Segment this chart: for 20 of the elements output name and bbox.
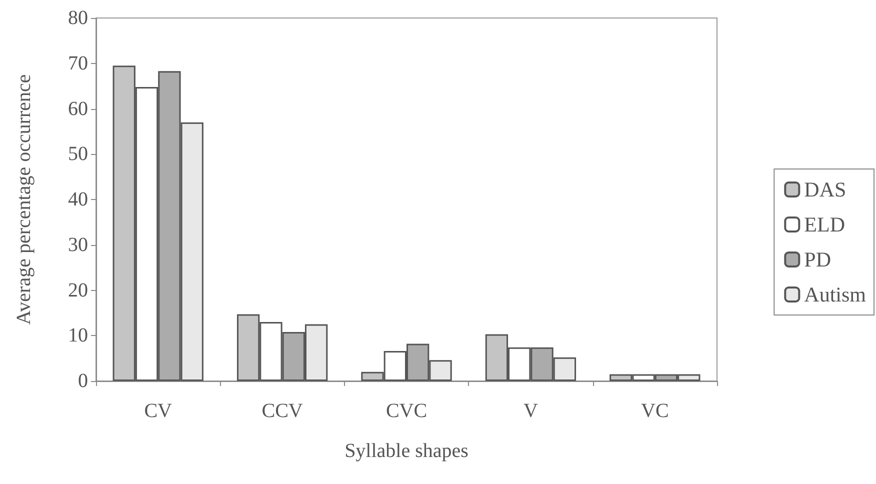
x-tick-label: V <box>523 400 538 422</box>
x-tick-label: VC <box>641 400 669 422</box>
x-tick-label: CCV <box>262 400 304 422</box>
y-tick-label: 30 <box>68 234 88 256</box>
y-axis-title: Average percentage occurrence <box>13 74 35 325</box>
legend-label: Autism <box>804 282 866 306</box>
y-tick-label: 40 <box>68 188 88 210</box>
y-tick-label: 70 <box>68 52 88 74</box>
y-tick-label: 10 <box>68 324 88 347</box>
x-tick-label: CVC <box>386 400 428 422</box>
legend-label: PD <box>804 248 832 272</box>
x-tick-label: CV <box>144 400 173 422</box>
y-tick-label: 60 <box>68 98 88 120</box>
x-axis-title: Syllable shapes <box>344 440 469 462</box>
y-tick-label: 50 <box>68 143 88 166</box>
legend-label: ELD <box>804 212 845 236</box>
y-tick-label: 0 <box>78 370 88 392</box>
y-tick-label: 20 <box>68 279 88 302</box>
legend-label: DAS <box>804 178 846 202</box>
y-tick-label: 80 <box>68 7 88 29</box>
